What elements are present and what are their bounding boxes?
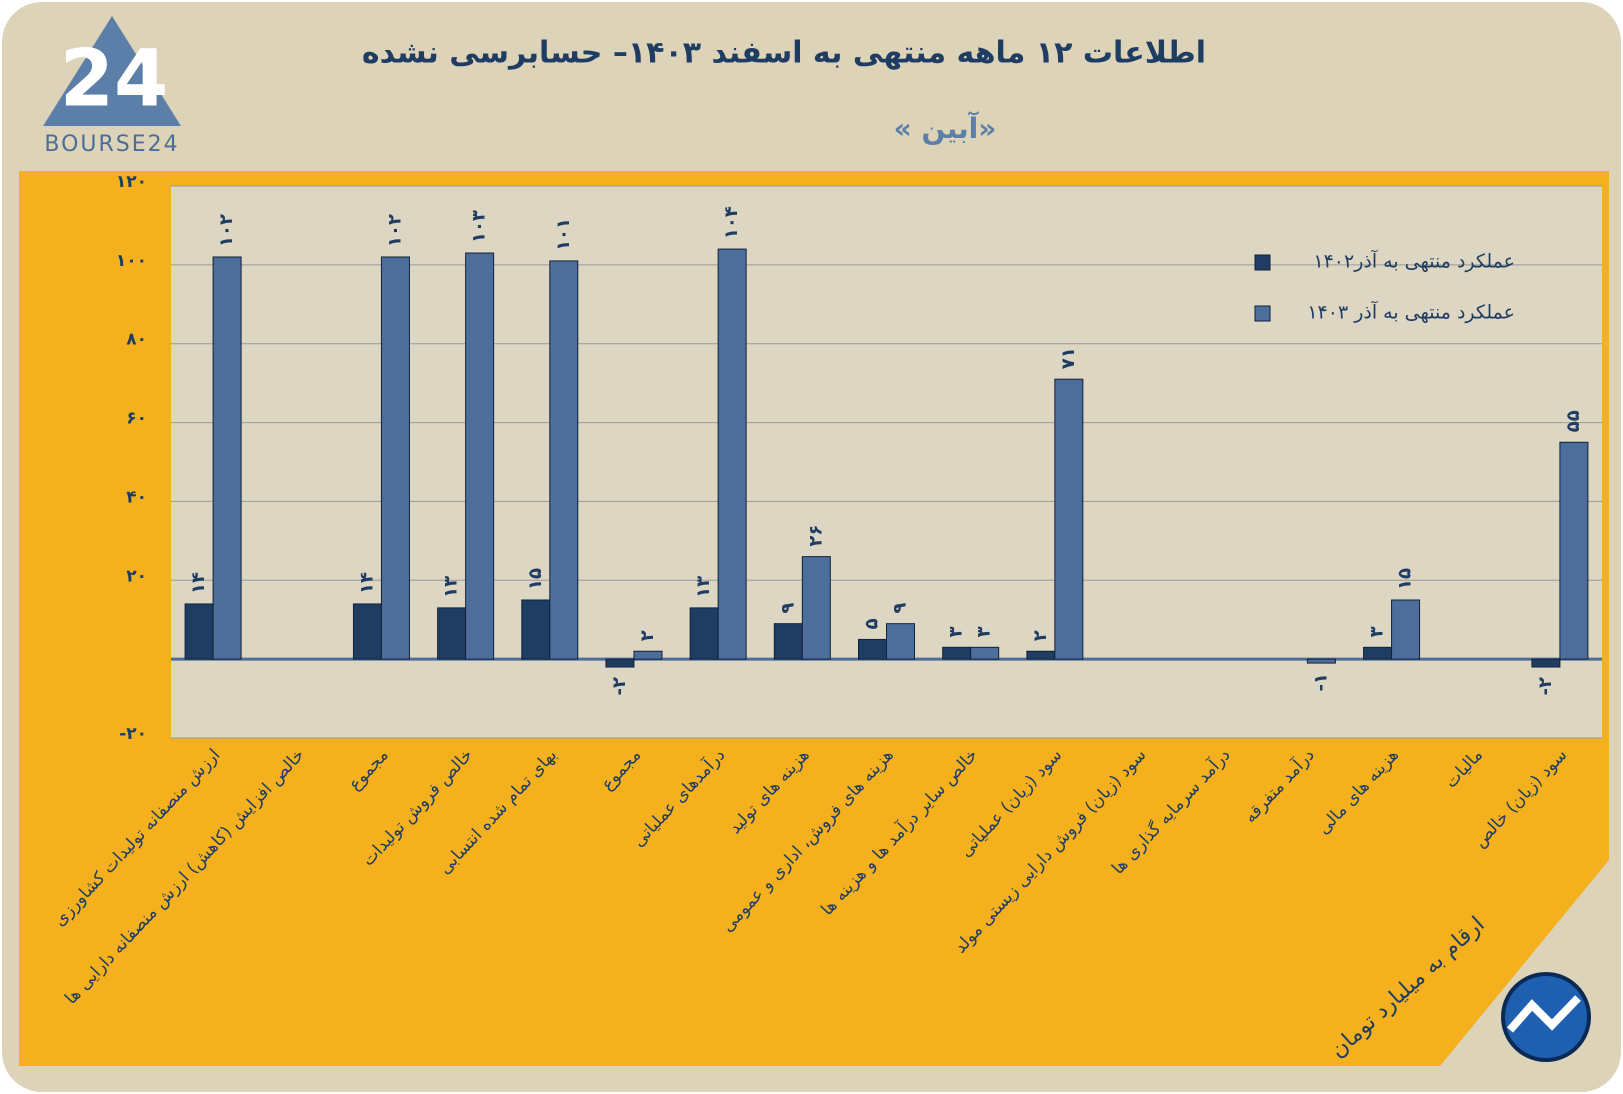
bar (380, 256, 410, 660)
icon-arrow (1506, 995, 1581, 1033)
data-label: ۹ (890, 603, 911, 614)
legend-swatch (1254, 254, 1271, 271)
data-label: ۱۰۲ (216, 214, 237, 247)
bar (549, 260, 579, 660)
bar (633, 650, 663, 660)
data-label: ۱۵ (1395, 568, 1416, 590)
bar (858, 638, 887, 660)
data-label: ۷۱ (1058, 347, 1079, 369)
bar (352, 603, 382, 660)
y-tick-label: ۴۰ (126, 487, 147, 507)
chart-title: اطلاعات ۱۲ ماهه منتهی به اسفند ۱۴۰۳– حسا… (362, 36, 1206, 71)
data-label: ۲ (1030, 630, 1051, 641)
bar (1306, 658, 1336, 664)
data-label: ۱۰۲ (384, 214, 405, 247)
data-label: ۳ (1367, 626, 1388, 637)
y-tick-label: ۶۰ (126, 409, 147, 429)
data-label: ۱۰۳ (469, 210, 490, 243)
bar (689, 607, 719, 660)
bar (970, 646, 1000, 660)
data-label: ۱۴ (188, 572, 209, 594)
bar (773, 623, 803, 660)
bar (717, 248, 747, 660)
y-tick-label: -۲۰ (119, 724, 147, 744)
data-label: ۱۰۱ (553, 218, 574, 251)
y-tick-label: ۲۰ (126, 566, 147, 586)
data-label: ۱۵ (525, 568, 546, 590)
bar (465, 252, 495, 660)
data-label: ۱۳ (441, 576, 462, 598)
bar (605, 658, 635, 668)
bar (942, 646, 972, 660)
data-label: ۱۰۴ (721, 206, 742, 239)
data-label: ۵ (862, 618, 883, 629)
bar (1559, 441, 1589, 660)
data-label: -۲ (1535, 677, 1556, 695)
data-label: ۳ (946, 626, 967, 637)
bar (1026, 650, 1056, 660)
data-label: ۱۳ (693, 576, 714, 598)
data-label: -۱ (1310, 673, 1331, 691)
data-label: -۲ (609, 677, 630, 695)
data-label: ۹ (777, 603, 798, 614)
legend-label: عملکرد منتهی به آذر ۱۴۰۳ (1307, 300, 1515, 324)
bar (886, 623, 915, 660)
bar (1363, 646, 1393, 660)
data-label: ۲۶ (805, 525, 826, 547)
bar (521, 599, 551, 660)
bar (1054, 378, 1084, 660)
bar (1531, 658, 1561, 668)
bar (437, 607, 467, 660)
y-tick-label: ۸۰ (126, 330, 147, 350)
bar (184, 603, 214, 660)
data-label: ۱۴ (356, 572, 377, 594)
data-label: ۵۵ (1563, 410, 1584, 432)
logo-number: 24 (60, 34, 169, 124)
legend-label: عملکرد منتهی به آذر۱۴۰۲ (1313, 249, 1515, 273)
legend-swatch (1254, 305, 1271, 322)
data-label: ۲ (637, 630, 658, 641)
bar (212, 256, 242, 660)
chart-subtitle: « آبین» (894, 111, 997, 145)
data-label: ۳ (974, 626, 995, 637)
logo-name: BOURSE24 (44, 132, 179, 157)
bar (801, 556, 831, 660)
y-tick-label: ۱۲۰ (116, 172, 147, 192)
y-tick-label: ۱۰۰ (116, 251, 147, 271)
bar (1391, 599, 1421, 660)
logo-triangle (43, 16, 181, 126)
